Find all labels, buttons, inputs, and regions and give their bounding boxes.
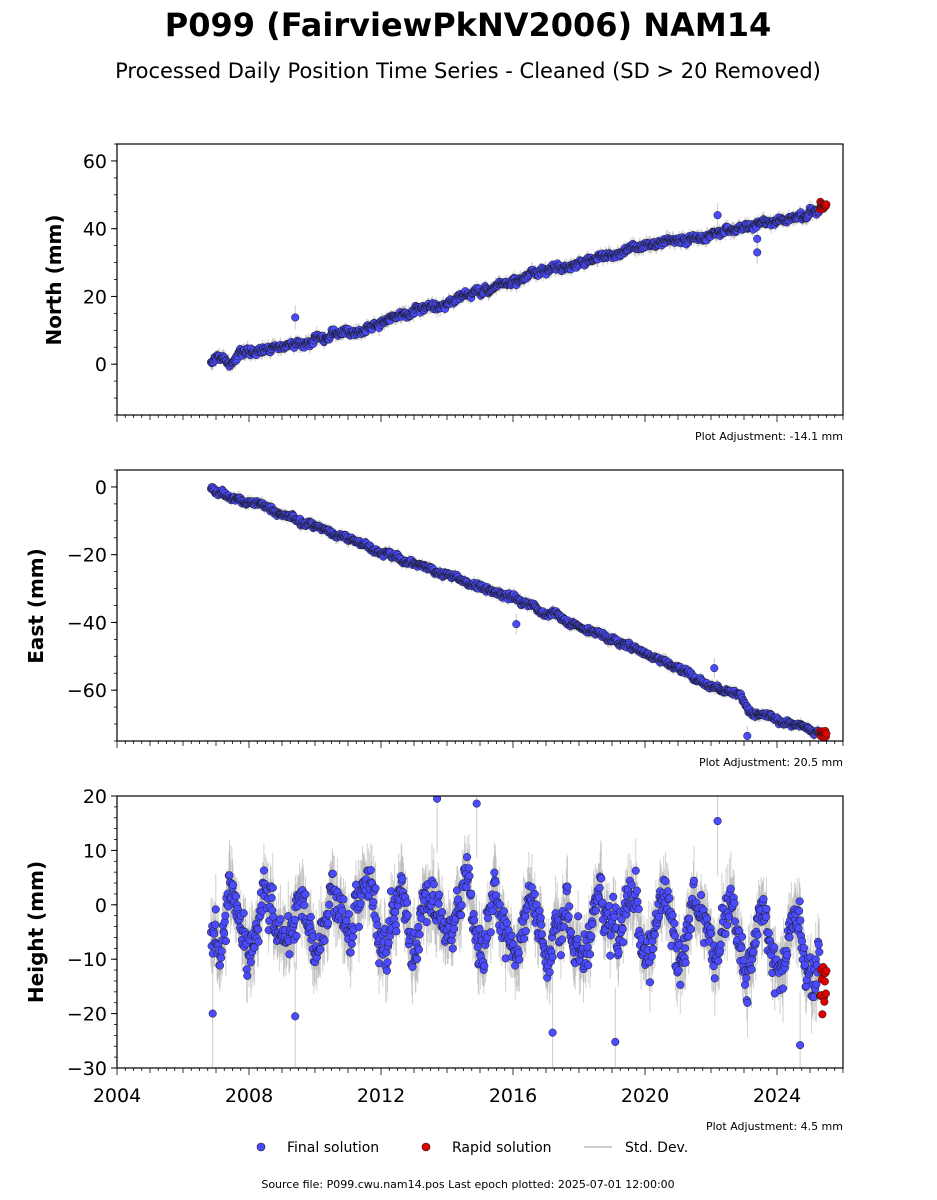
- final-solution-point: [753, 248, 762, 257]
- y-tick-label: −20: [67, 545, 107, 567]
- y-tick-label: 60: [83, 151, 107, 173]
- north-rapid-points: [815, 197, 831, 214]
- north-final-points: [207, 203, 824, 371]
- y-tick-label: −40: [67, 612, 107, 634]
- east-rapid-points: [815, 727, 831, 741]
- east-panel: −60 −40 −20 0: [67, 469, 844, 748]
- final-solution-point: [291, 313, 300, 322]
- y-tick-label: 0: [95, 354, 107, 376]
- figure-title: P099 (FairviewPkNV2006) NAM14: [165, 6, 771, 44]
- y-tick-label: −60: [67, 680, 107, 702]
- final-solution-point: [753, 234, 762, 243]
- figure-subtitle: Processed Daily Position Time Series - C…: [115, 59, 821, 83]
- final-solution-point: [713, 211, 722, 220]
- north-panel: 0 20 40 60: [83, 143, 844, 422]
- y-tick-label: 20: [83, 286, 107, 308]
- final-solution-point: [710, 664, 719, 673]
- height-plot-area: [207, 796, 831, 1068]
- y-tick-label: 40: [83, 219, 107, 241]
- rapid-solution-point: [822, 729, 831, 738]
- final-solution-point: [512, 620, 521, 629]
- north-plot-area: [207, 197, 831, 373]
- east-plot-area: [207, 482, 831, 741]
- y-tick-label: 0: [95, 477, 107, 499]
- final-solution-point: [743, 731, 752, 740]
- east-axes-frame: [116, 469, 844, 742]
- north-axes-frame: [116, 143, 844, 416]
- east-final-points: [207, 483, 824, 740]
- rapid-solution-point: [822, 200, 831, 209]
